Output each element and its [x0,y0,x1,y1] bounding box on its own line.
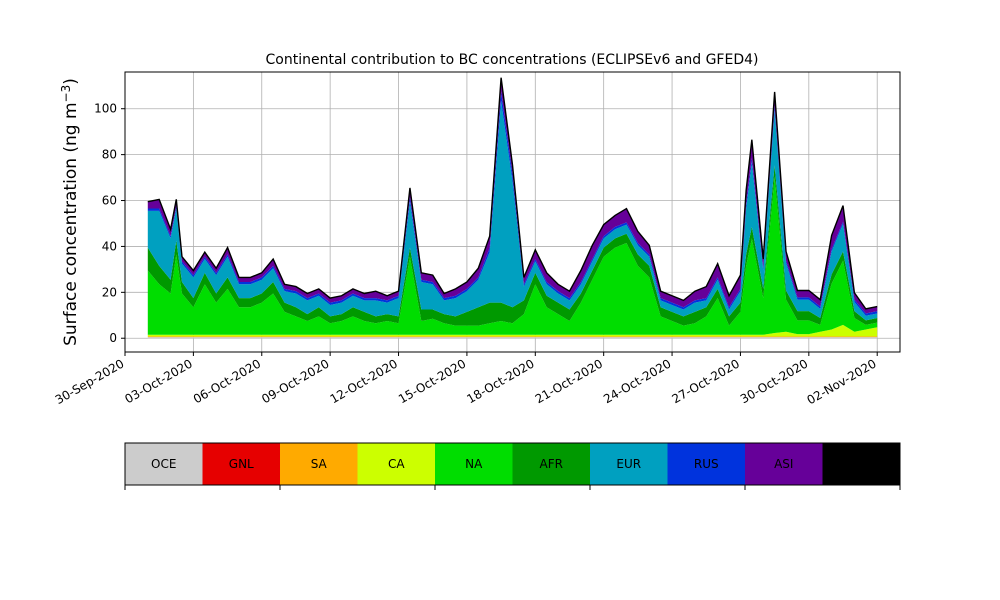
legend-label-oce: OCE [151,457,176,471]
y-tick-label: 60 [102,194,117,208]
y-tick-label: 20 [102,285,117,299]
stacked-areas [147,77,878,339]
x-tick-label: 30-Oct-2020 [738,356,810,406]
legend-swatch-oce [125,443,203,485]
chart-title: Continental contribution to BC concentra… [266,52,759,68]
x-tick-label: 02-Nov-2020 [805,356,879,407]
legend-swatch-rus [667,443,745,485]
y-axis-label-end: ) [61,78,81,85]
y-tick-label: 40 [102,239,117,253]
area-oce [147,337,878,339]
legend-label-na: NA [465,457,483,471]
x-tick-label: 18-Oct-2020 [464,356,536,406]
area-sa [147,336,878,338]
y-axis-label-superscript: −3 [59,85,73,103]
x-tick-label: 15-Oct-2020 [396,356,468,406]
area-ca [147,324,878,337]
x-tick-label: 30-Sep-2020 [53,356,127,407]
y-axis-label-main: Surface concentration (ng m [61,102,81,345]
colorbar-legend: OCE GNL SA CA NA AFR EUR RUS ASI AUS [124,442,901,490]
legend-swatch-eur [590,443,668,485]
x-tick-label: 27-Oct-2020 [670,356,742,406]
y-tick-label: 0 [109,331,117,345]
legend-label-rus: RUS [694,457,719,471]
legend-swatch-gnl [202,443,280,485]
x-tick-label: 03-Oct-2020 [122,356,194,406]
x-tick-label: 12-Oct-2020 [328,356,400,406]
plot-frame [124,71,901,353]
legend-swatch-aus [822,443,900,485]
legend-label-asi: ASI [774,457,793,471]
legend-swatch-ca [357,443,435,485]
legend-swatch-sa [280,443,358,485]
total-line [147,77,878,310]
area-na [147,176,878,335]
legend-swatch-asi [745,443,823,485]
legend-label-afr: AFR [540,457,563,471]
y-tick-label: 80 [102,148,117,162]
legend-label-gnl: GNL [229,457,254,471]
y-tick-label: 100 [94,102,117,116]
x-tick-label: 21-Oct-2020 [533,356,605,406]
y-axis-label: Surface concentration (ng m−3) [59,78,81,346]
legend-label-eur: EUR [616,457,641,471]
legend-label-ca: CA [388,457,405,471]
legend-frame [124,442,901,486]
legend-label-sa: SA [311,457,328,471]
legend-label-aus: AUS [849,457,874,471]
legend-swatch-na [435,443,513,485]
area-eur [147,100,878,321]
x-tick-label: 09-Oct-2020 [259,356,331,406]
x-tick-label: 06-Oct-2020 [191,356,263,406]
legend-swatch-afr [512,443,590,485]
x-tick-label: 24-Oct-2020 [601,356,673,406]
